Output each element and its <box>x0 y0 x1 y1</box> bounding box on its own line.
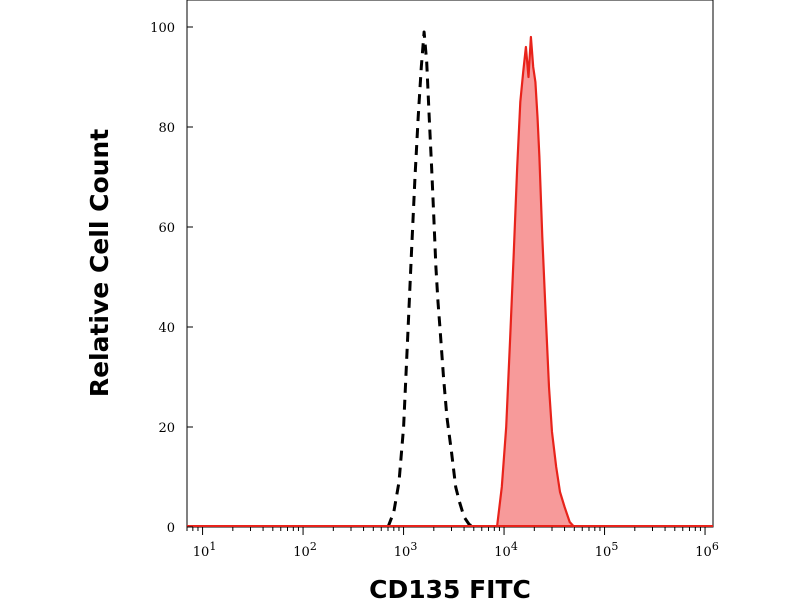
series-layer <box>187 30 713 529</box>
x-tick-label: 106 <box>695 540 719 560</box>
y-axis-title: Relative Cell Count <box>85 129 114 397</box>
sample-area-fill <box>497 37 575 527</box>
x-tick-label: 103 <box>394 540 418 560</box>
y-tick-label: 40 <box>158 321 175 336</box>
plot-frame <box>186 0 714 528</box>
axes-layer: 0 20 40 60 80 100 101 102 103 104 105 106 <box>150 21 719 560</box>
x-axis-title: CD135 FITC <box>369 575 531 600</box>
x-tick-label: 104 <box>494 540 518 560</box>
control-histogram-line <box>386 30 475 529</box>
y-tick-label: 80 <box>158 121 175 136</box>
y-tick-label: 20 <box>158 421 175 436</box>
y-tick-label: 0 <box>167 521 175 536</box>
x-tick-label: 105 <box>595 540 619 560</box>
x-tick-label: 101 <box>193 540 217 560</box>
plot-border <box>186 0 714 528</box>
sample-histogram-line <box>495 35 576 528</box>
y-tick-label: 100 <box>150 21 175 36</box>
y-tick-label: 60 <box>158 221 175 236</box>
x-tick-label: 102 <box>293 540 317 560</box>
